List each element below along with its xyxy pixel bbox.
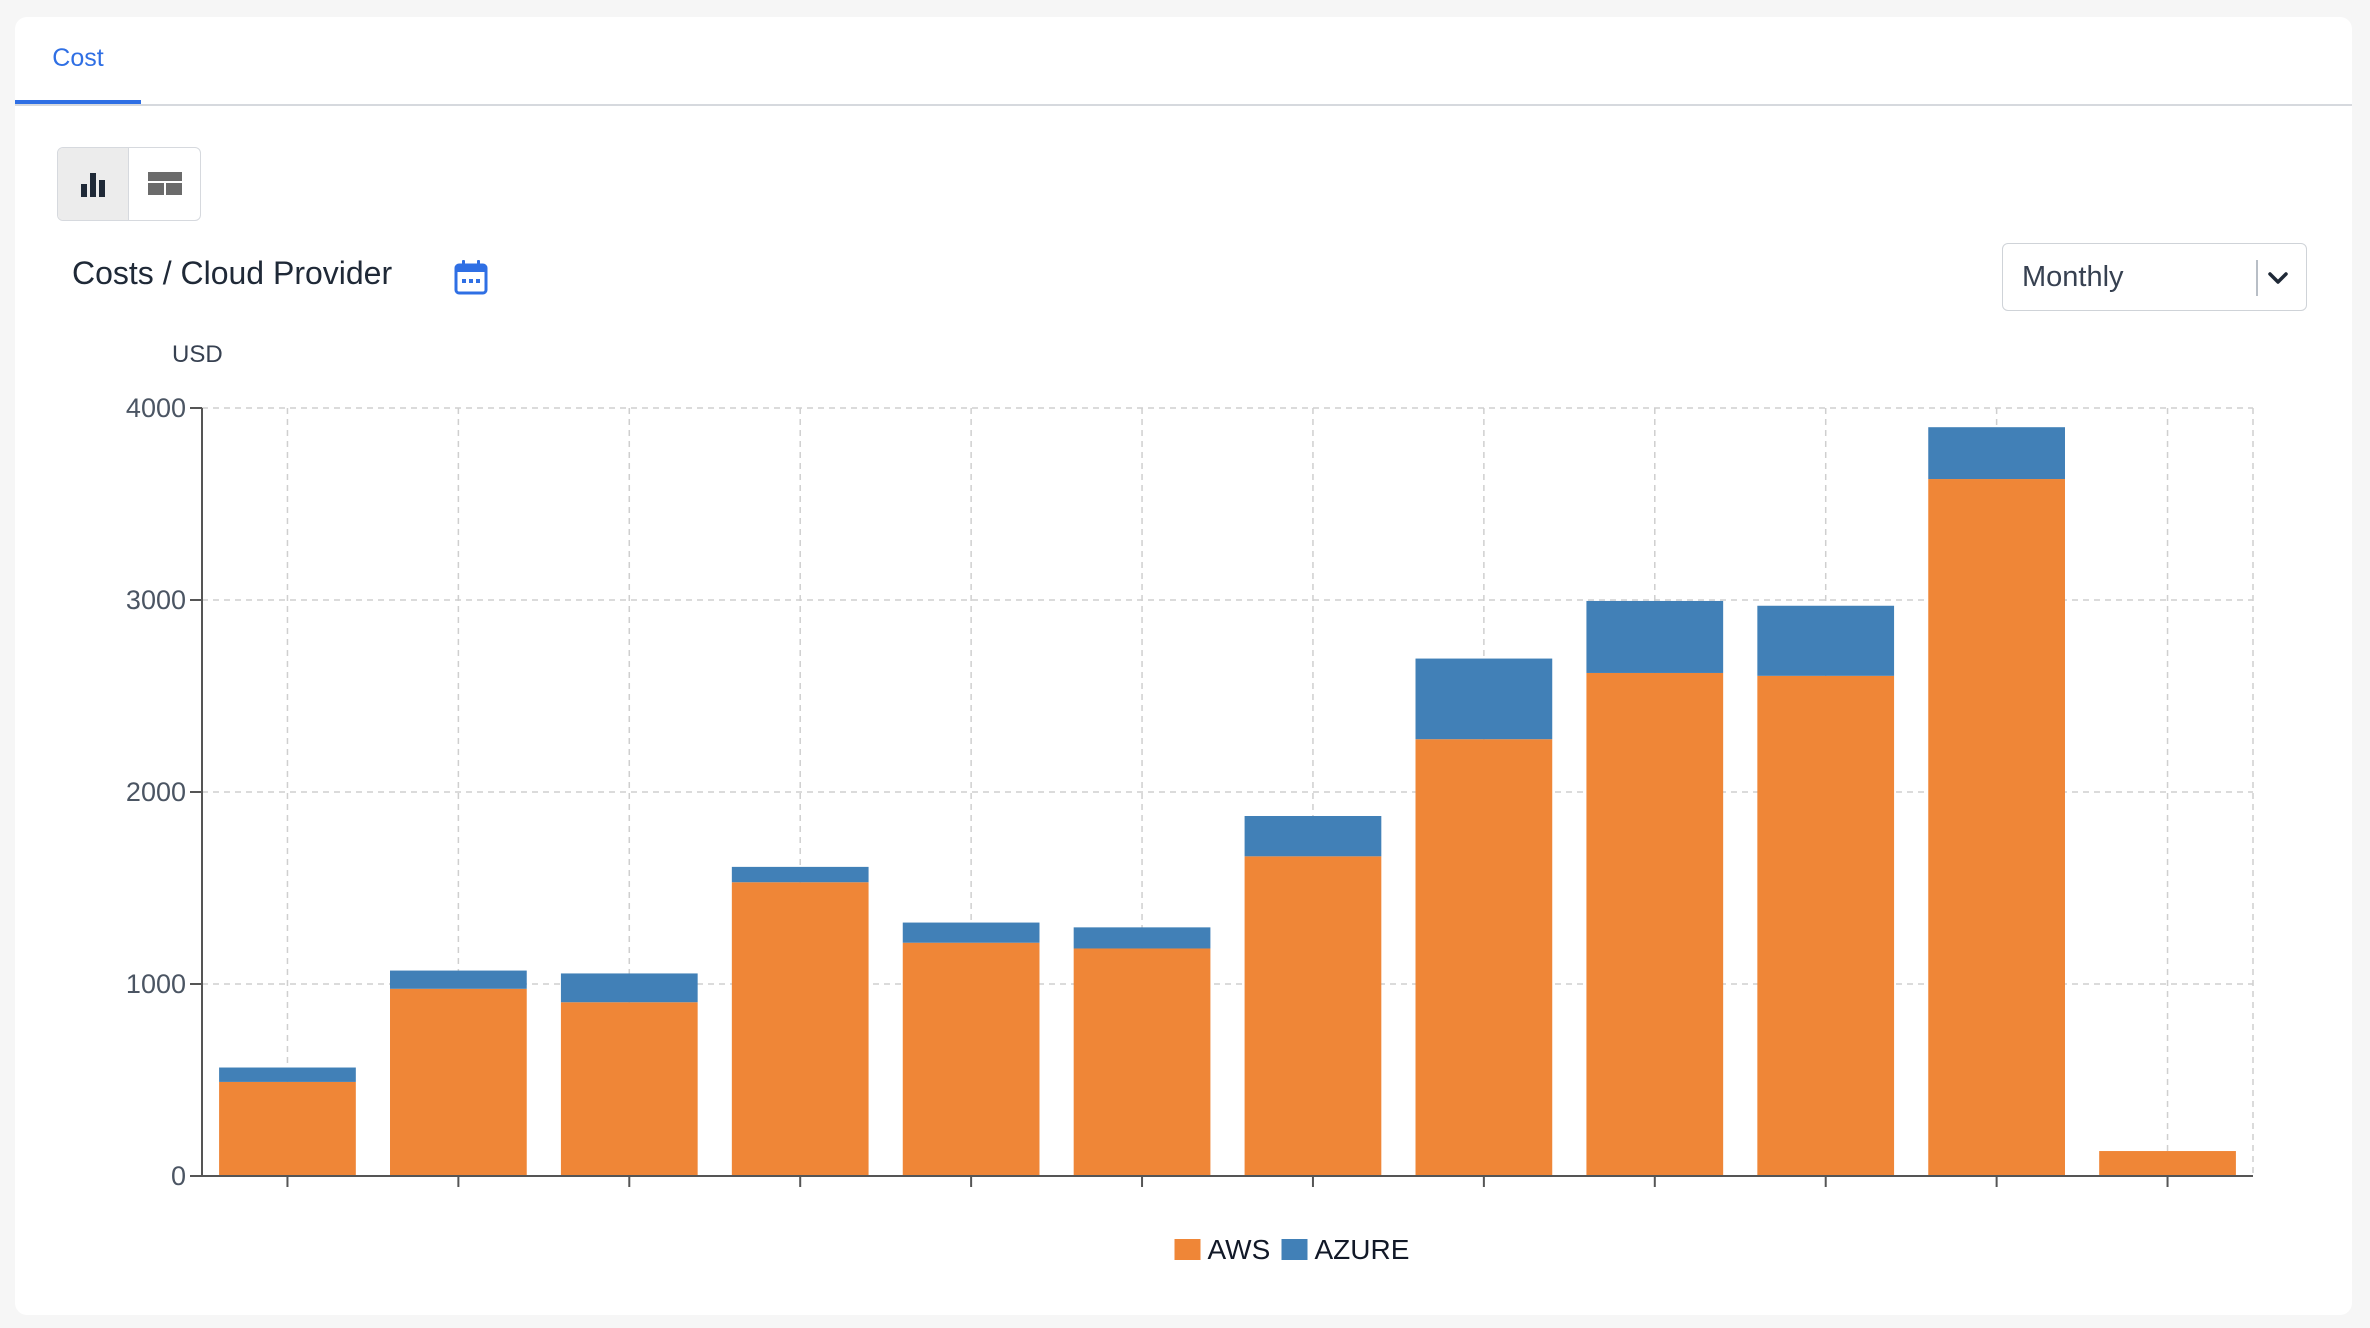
tab-bar: Cost — [15, 17, 2352, 106]
cost-panel: Cost Costs / Cloud Provider — [15, 17, 2352, 1315]
chart-view-button[interactable] — [58, 148, 129, 220]
period-select[interactable]: Monthly — [2002, 243, 2307, 311]
period-select-value: Monthly — [2022, 261, 2124, 293]
tab-cost[interactable]: Cost — [15, 17, 141, 104]
table-view-button[interactable] — [129, 148, 200, 220]
chevron-down-icon[interactable] — [2264, 264, 2292, 292]
select-divider — [2256, 260, 2258, 296]
view-toggle — [57, 147, 201, 221]
bar-chart-icon — [81, 173, 105, 197]
date-range-button[interactable] — [451, 257, 491, 297]
table-icon — [147, 172, 182, 195]
calendar-icon — [454, 260, 488, 295]
chart-title: Costs / Cloud Provider — [72, 255, 393, 291]
